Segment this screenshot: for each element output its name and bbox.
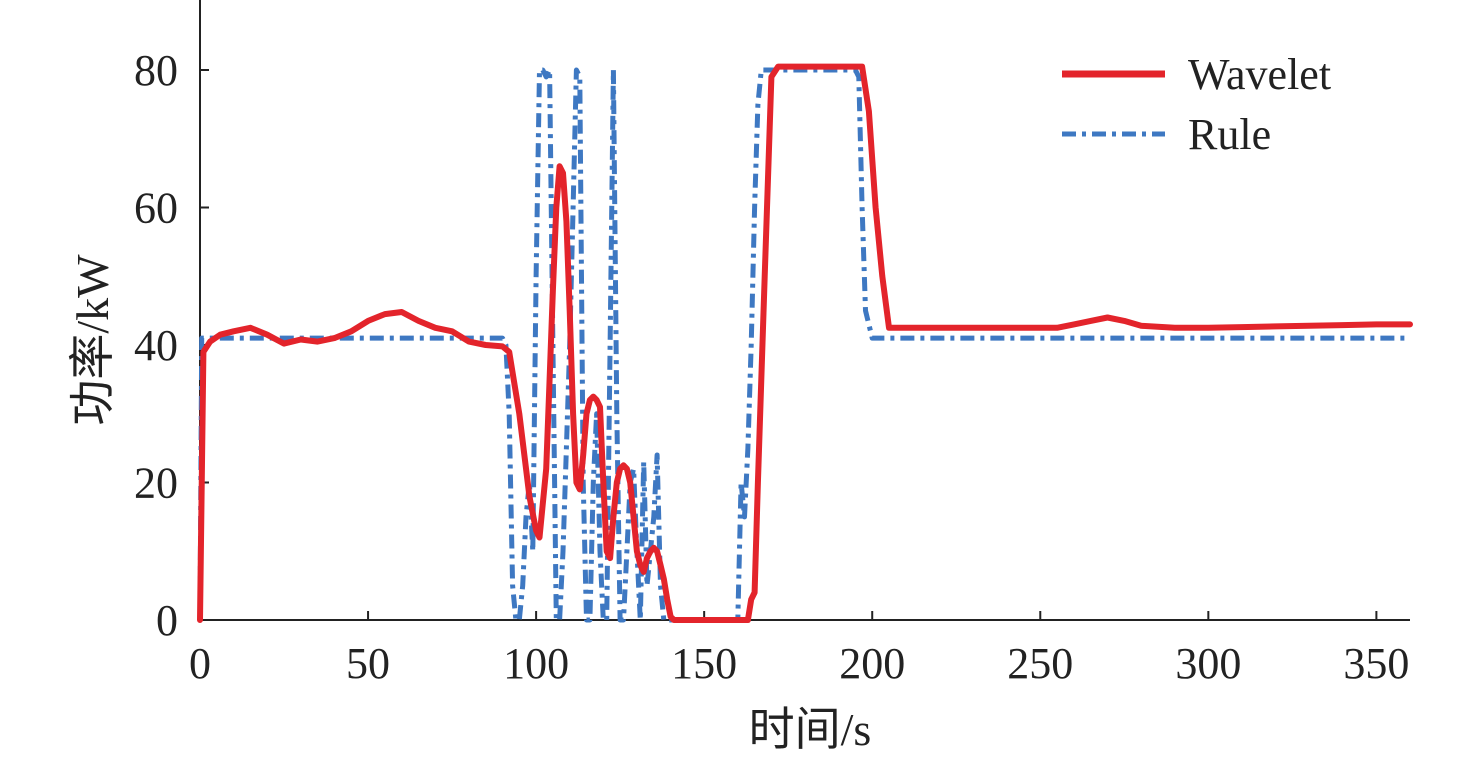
- legend-label-rule: Rule: [1188, 110, 1271, 159]
- series-line-wavelet: [197, 63, 1413, 623]
- x-tick-label: 50: [346, 639, 390, 688]
- x-tick-label: 0: [189, 639, 211, 688]
- x-tick-label: 100: [503, 639, 569, 688]
- y-tick-label: 20: [134, 459, 178, 508]
- y-axis-label: 功率/kW: [67, 254, 118, 426]
- x-tick-label: 350: [1343, 639, 1409, 688]
- x-tick-label: 200: [839, 639, 905, 688]
- series-lines: [197, 63, 1413, 623]
- legend-label-wavelet: Wavelet: [1188, 50, 1331, 99]
- x-tick-label: 300: [1175, 639, 1241, 688]
- y-tick-label: 40: [134, 321, 178, 370]
- y-tick-label: 60: [134, 184, 178, 233]
- x-tick-label: 150: [671, 639, 737, 688]
- y-tick-label: 0: [156, 596, 178, 645]
- x-tick-label: 250: [1007, 639, 1073, 688]
- y-tick-label: 80: [134, 46, 178, 95]
- legend: Wavelet Rule: [1062, 50, 1331, 159]
- tick-marks: 0 50 100 150 200 250 300 350 0 20 40 60 80: [134, 46, 1409, 688]
- x-axis-label: 时间/s: [749, 704, 872, 755]
